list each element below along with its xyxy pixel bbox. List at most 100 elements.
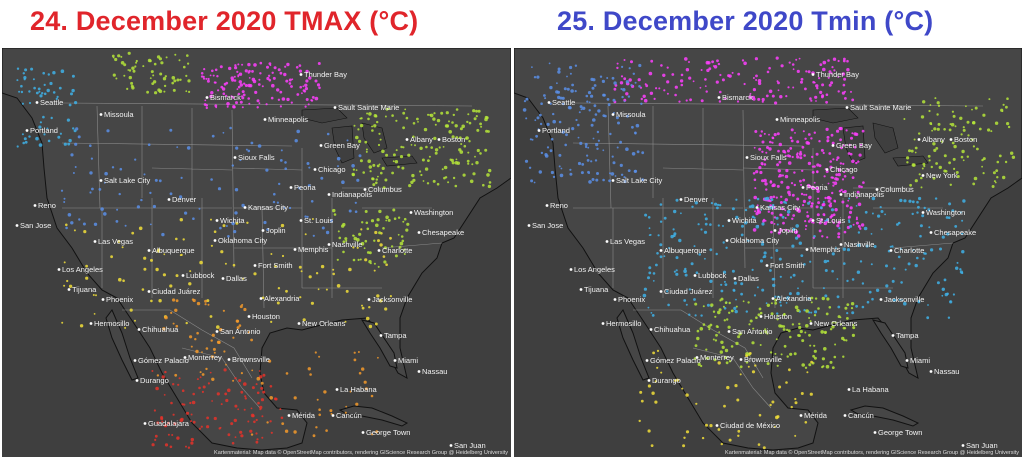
- station-mark: [461, 124, 466, 129]
- station-mark: [825, 218, 829, 222]
- station-mark: [346, 139, 349, 142]
- station-mark: [265, 168, 269, 172]
- station-mark: [914, 263, 918, 268]
- station-mark: [458, 136, 462, 140]
- station-mark: [70, 221, 74, 225]
- station-mark: [538, 170, 542, 174]
- station-mark: [549, 149, 553, 153]
- station-mark: [229, 126, 232, 130]
- station-mark: [387, 218, 391, 222]
- station-mark: [846, 68, 850, 72]
- station-mark: [695, 271, 699, 274]
- station-mark: [123, 63, 127, 67]
- station-mark: [83, 230, 87, 234]
- station-mark: [802, 178, 806, 182]
- station-mark: [770, 256, 773, 259]
- station-mark: [247, 71, 250, 74]
- station-mark: [216, 325, 220, 329]
- station-mark: [231, 221, 235, 226]
- station-mark: [731, 269, 735, 273]
- station-mark: [800, 392, 804, 395]
- station-mark: [823, 214, 826, 217]
- station-mark: [225, 398, 229, 403]
- station-mark: [33, 86, 36, 90]
- station-mark: [920, 176, 923, 180]
- station-mark: [666, 80, 670, 84]
- land-florida: [360, 319, 398, 369]
- station-mark: [998, 154, 1002, 158]
- station-mark: [659, 220, 663, 223]
- station-mark: [816, 213, 820, 217]
- station-mark: [198, 207, 201, 210]
- station-mark: [900, 248, 903, 251]
- station-mark: [842, 355, 845, 358]
- station-mark: [801, 169, 804, 172]
- station-mark: [134, 319, 136, 322]
- tmax-map[interactable]: Seattle Portland Missoula Bismarck Thunder B…: [2, 48, 511, 457]
- station-mark: [933, 148, 937, 152]
- station-mark: [805, 224, 808, 227]
- station-mark: [394, 160, 399, 164]
- station-mark: [356, 246, 359, 249]
- station-mark: [238, 379, 242, 382]
- city-dot: [755, 206, 759, 209]
- station-mark: [223, 350, 226, 353]
- station-mark: [717, 62, 721, 66]
- station-mark: [810, 137, 813, 140]
- station-mark: [760, 209, 763, 211]
- station-mark: [256, 376, 261, 381]
- station-mark: [825, 312, 829, 316]
- station-mark: [697, 223, 700, 226]
- station-mark: [304, 215, 307, 218]
- station-mark: [827, 76, 830, 79]
- station-mark: [167, 433, 170, 436]
- station-mark: [830, 176, 833, 179]
- station-mark: [23, 76, 27, 80]
- station-mark: [832, 57, 837, 61]
- station-mark: [807, 201, 810, 205]
- station-mark: [662, 73, 666, 77]
- station-mark: [683, 299, 687, 302]
- station-mark: [796, 152, 799, 155]
- station-mark: [277, 287, 281, 290]
- station-mark: [321, 226, 325, 230]
- station-mark: [790, 405, 793, 409]
- city-label: Durango: [652, 376, 681, 385]
- station-mark: [745, 361, 749, 364]
- station-mark: [779, 301, 782, 304]
- station-mark: [28, 135, 31, 138]
- station-mark: [843, 57, 846, 61]
- station-mark: [232, 336, 235, 339]
- station-mark: [848, 143, 851, 146]
- city-dot: [645, 359, 649, 362]
- station-mark: [582, 106, 586, 110]
- station-mark: [298, 265, 302, 269]
- station-mark: [230, 422, 234, 426]
- station-mark: [414, 144, 416, 147]
- station-mark: [658, 87, 661, 90]
- station-mark: [770, 230, 773, 234]
- station-mark: [696, 329, 700, 333]
- station-mark: [829, 165, 833, 169]
- station-mark: [735, 298, 737, 301]
- station-mark: [823, 175, 826, 178]
- station-mark: [183, 65, 186, 69]
- station-mark: [279, 408, 282, 411]
- station-mark: [389, 295, 392, 298]
- station-mark: [776, 223, 779, 226]
- station-mark: [647, 276, 650, 280]
- station-mark: [251, 386, 255, 390]
- station-mark: [937, 104, 941, 107]
- station-mark: [136, 205, 140, 209]
- station-mark: [721, 345, 725, 349]
- station-mark: [184, 211, 188, 215]
- station-mark: [962, 159, 965, 162]
- station-mark: [43, 92, 47, 96]
- station-mark: [943, 169, 947, 173]
- station-mark: [42, 71, 45, 75]
- station-mark: [761, 222, 765, 226]
- station-mark: [835, 173, 839, 177]
- station-mark: [258, 370, 261, 372]
- tmin-map[interactable]: Seattle Portland Missoula Bismarck Thunder B…: [514, 48, 1022, 457]
